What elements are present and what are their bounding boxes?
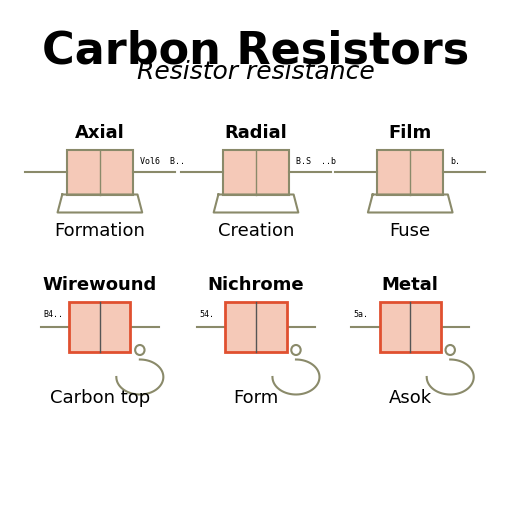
Text: B4..: B4.. <box>43 310 63 319</box>
Text: Radial: Radial <box>225 123 287 141</box>
Text: Wirewound: Wirewound <box>42 276 157 294</box>
FancyBboxPatch shape <box>223 150 289 195</box>
Text: Formation: Formation <box>54 223 145 241</box>
Text: Nichrome: Nichrome <box>208 276 304 294</box>
Text: Resistor resistance: Resistor resistance <box>137 60 375 84</box>
Text: 54.: 54. <box>199 310 214 319</box>
Text: Vol6  B..: Vol6 B.. <box>140 157 185 166</box>
FancyBboxPatch shape <box>225 302 287 352</box>
FancyBboxPatch shape <box>377 150 443 195</box>
Text: Form: Form <box>233 389 279 407</box>
Text: Axial: Axial <box>75 123 125 141</box>
FancyBboxPatch shape <box>67 150 133 195</box>
Text: Film: Film <box>389 123 432 141</box>
Text: B.S  ..b: B.S ..b <box>296 157 336 166</box>
FancyBboxPatch shape <box>69 302 131 352</box>
Text: Creation: Creation <box>218 223 294 241</box>
Circle shape <box>135 345 144 355</box>
Text: Metal: Metal <box>382 276 439 294</box>
Text: Carbon Resistors: Carbon Resistors <box>42 30 470 73</box>
Circle shape <box>291 345 301 355</box>
Text: 5a.: 5a. <box>353 310 368 319</box>
FancyBboxPatch shape <box>380 302 441 352</box>
Text: Carbon top: Carbon top <box>50 389 150 407</box>
Text: Fuse: Fuse <box>390 223 431 241</box>
Text: b.: b. <box>451 157 461 166</box>
Circle shape <box>445 345 455 355</box>
Text: Asok: Asok <box>389 389 432 407</box>
